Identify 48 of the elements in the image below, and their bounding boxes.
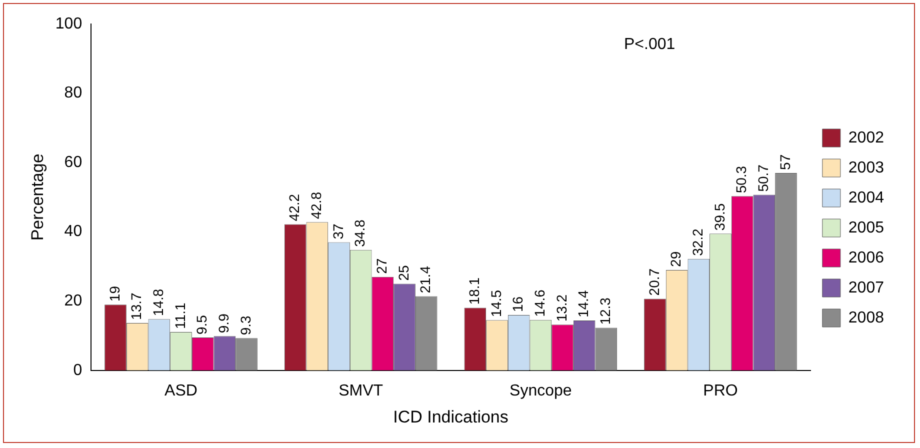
legend-label: 2003: [848, 159, 884, 176]
data-label: 9.5: [194, 314, 210, 334]
y-tick-label: 60: [64, 154, 82, 171]
x-tick-label: PRO: [703, 382, 738, 400]
data-label: 39.5: [711, 203, 728, 231]
data-label: 14.5: [488, 290, 504, 318]
data-label: 19: [106, 286, 122, 302]
data-label: 9.3: [237, 316, 254, 336]
data-label: 50.3: [733, 166, 750, 194]
data-label: 14.4: [575, 290, 592, 318]
data-label: 16: [510, 296, 526, 312]
legend-label: 2007: [848, 279, 884, 296]
data-label: 12.3: [597, 297, 614, 325]
data-label: 37: [330, 223, 346, 240]
data-label: 11.1: [172, 302, 188, 329]
legend-label: 2005: [848, 219, 884, 236]
annotation: P<.001: [624, 36, 676, 54]
data-label: 50.7: [755, 164, 772, 192]
data-label: 25: [395, 265, 412, 281]
y-tick-label: 80: [64, 84, 82, 102]
legend-label: 2006: [848, 249, 884, 266]
data-label: 34.8: [352, 219, 368, 247]
y-tick-label: 20: [64, 292, 82, 310]
y-tick-label: 100: [55, 15, 82, 32]
x-tick-label: Syncope: [510, 382, 572, 400]
data-label: 21.4: [417, 266, 434, 294]
data-label: 13.7: [128, 292, 144, 320]
data-label: 42.8: [308, 192, 324, 220]
data-label: 27: [374, 258, 390, 274]
x-axis-title: ICD Indications: [393, 407, 508, 426]
data-label: 14.6: [532, 289, 548, 317]
data-label: 20.7: [646, 268, 662, 296]
data-label: 13.2: [553, 294, 570, 322]
y-tick-label: 0: [73, 362, 82, 379]
data-label: 32.2: [690, 228, 706, 256]
legend-label: 2004: [848, 189, 884, 206]
y-axis-title: Percentage: [28, 154, 47, 241]
data-label: 14.8: [150, 288, 166, 316]
x-tick-label: SMVT: [338, 382, 384, 400]
legend-label: 2008: [848, 309, 884, 326]
x-tick-label: ASD: [164, 382, 198, 400]
data-label: 42.2: [286, 194, 302, 222]
data-label: 57: [776, 154, 793, 170]
data-label: 18.1: [466, 277, 482, 305]
y-tick-label: 40: [64, 223, 82, 240]
data-label: 9.9: [216, 313, 232, 334]
legend-label: 2002: [848, 129, 884, 146]
data-label: 29: [668, 251, 684, 267]
